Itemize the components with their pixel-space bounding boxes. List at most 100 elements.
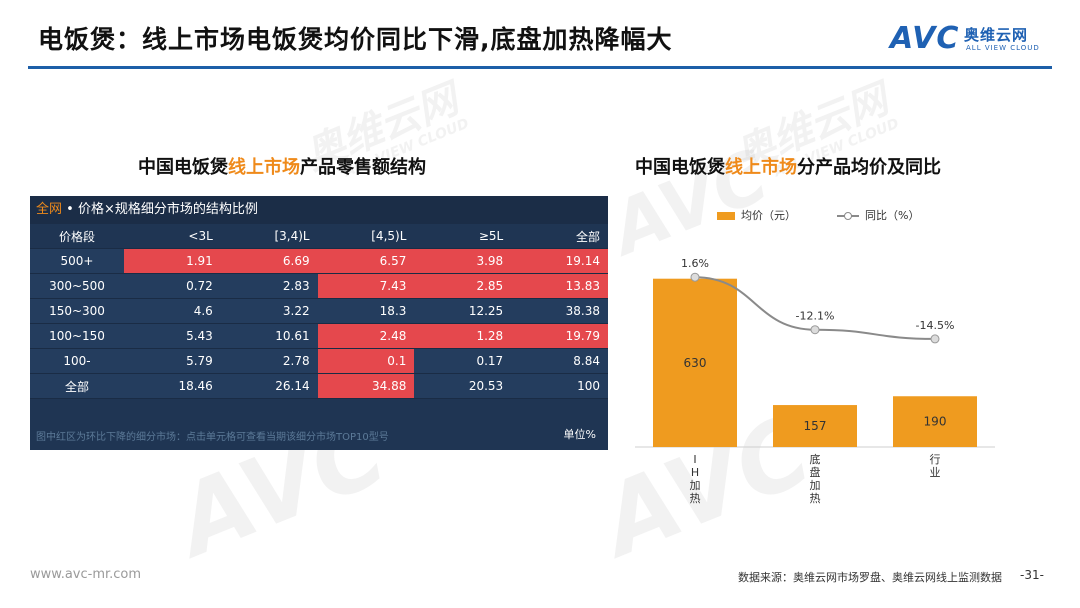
table-unit-label: 单位% [563,428,596,441]
table-panel-caption: • 价格×规格细分市场的结构比例 [66,202,258,217]
yoy-point-2 [930,334,940,344]
table-row: 全部 18.46 26.14 34.88 20.53 100 [30,373,608,399]
left-title-highlight: 线上市场 [228,157,300,178]
legend-bar-swatch [717,212,735,220]
table-cell[interactable]: 0.1 [317,348,415,374]
x-tick-label-char: I [693,453,696,466]
table-row-label: 全部 [30,373,124,399]
yoy-point-1 [810,325,820,335]
right-title-prefix: 中国电饭煲 [635,157,725,178]
bar-1 [773,405,857,447]
table-cell[interactable]: 7.43 [317,273,415,299]
bar-0 [653,278,737,447]
x-tick-label-char: 业 [930,466,941,479]
x-tick-label-char: 行 [930,453,941,466]
brand-logo: AVC 奥维云网 ALL VIEW CLOUD [890,22,1055,58]
table-cell[interactable]: 2.48 [317,323,415,349]
table-cell[interactable]: 18.46 [124,373,221,399]
table-row: 500+ 1.91 6.69 6.57 3.98 19.14 [30,248,608,274]
table-cell[interactable]: 0.17 [414,348,512,374]
table-note: 图中红区为环比下降的细分市场：点击单元格可查看当期该细分市场TOP10型号 [36,432,389,443]
right-title-highlight: 线上市场 [725,157,797,178]
structure-table-panel: 全网 • 价格×规格细分市场的结构比例 价格段 <3L [3,4)L [4,5)… [30,196,608,450]
table-cell[interactable]: 2.85 [414,273,512,299]
yoy-value-label: 1.6% [681,257,709,270]
x-tick-label-char: 盘 [810,465,821,479]
bar-value-label: 157 [804,419,827,433]
table-col-header: 价格段 [30,224,124,249]
table-cell[interactable]: 19.79 [511,323,608,349]
table-cell[interactable]: 1.91 [124,248,221,274]
table-row-label: 150~300 [30,298,124,324]
table-cell[interactable]: 5.79 [124,348,221,374]
structure-table: 价格段 <3L [3,4)L [4,5)L ≥5L 全部 500+ 1.91 6.6… [30,224,608,399]
table-cell[interactable]: 1.28 [414,323,512,349]
logo-en-text: ALL VIEW CLOUD [966,44,1040,52]
footer-source: 数据来源：奥维云网市场罗盘、奥维云网线上监测数据 [738,571,1002,584]
table-cell[interactable]: 20.53 [414,373,512,399]
table-cell[interactable]: 3.98 [414,248,512,274]
bar-2 [893,396,977,447]
left-title-suffix: 产品零售额结构 [300,157,426,178]
left-section-title: 中国电饭煲线上市场产品零售额结构 [138,153,426,179]
page-number: -31- [1020,568,1044,582]
table-cell[interactable]: 18.3 [317,298,415,324]
legend-bar-label: 均价（元） [741,209,796,222]
logo-cn-text: 奥维云网 [964,26,1029,44]
table-cell[interactable]: 100 [511,373,608,399]
legend-line-label: 同比（%） [865,209,920,222]
table-panel-header: 全网 • 价格×规格细分市场的结构比例 [30,196,608,224]
logo-avc-text: AVC [890,21,960,56]
table-row: 100- 5.79 2.78 0.1 0.17 8.84 [30,348,608,374]
table-body: 500+ 1.91 6.69 6.57 3.98 19.14 300~500 0.72 2.83… [30,248,608,399]
table-cell[interactable]: 2.78 [220,348,318,374]
footer-url[interactable]: www.avc-mr.com [30,567,142,582]
table-cell[interactable]: 2.83 [220,273,318,299]
table-col-header: [3,4)L [220,224,318,249]
table-cell[interactable]: 10.61 [220,323,318,349]
yoy-value-label: -14.5% [916,319,955,332]
x-tick-label-char: 热 [810,492,821,505]
x-tick-label-char: 加 [690,479,701,492]
table-row: 150~300 4.6 3.22 18.3 12.25 38.38 [30,298,608,324]
table-row: 100~150 5.43 10.61 2.48 1.28 19.79 [30,323,608,349]
legend-line: 同比（%） [837,207,919,223]
page-title: 电饭煲：线上市场电饭煲均价同比下滑,底盘加热降幅大 [38,25,673,54]
table-cell[interactable]: 38.38 [511,298,608,324]
x-tick-label-char: 底 [810,452,821,466]
table-cell[interactable]: 6.57 [317,248,415,274]
table-row-label: 500+ [30,248,124,274]
table-row: 300~500 0.72 2.83 7.43 2.85 13.83 [30,273,608,299]
table-row-label: 100- [30,348,124,374]
yoy-point-0 [690,272,700,282]
table-scope-label: 全网 [36,202,63,217]
x-tick-label-char: H [691,466,699,479]
table-row-label: 300~500 [30,273,124,299]
table-cell[interactable]: 12.25 [414,298,512,324]
table-cell[interactable]: 13.83 [511,273,608,299]
bar-value-label: 630 [684,356,707,370]
table-cell[interactable]: 6.69 [220,248,318,274]
right-section-title: 中国电饭煲线上市场分产品均价及同比 [635,153,941,179]
table-cell[interactable]: 0.72 [124,273,221,299]
table-col-header: <3L [124,224,221,249]
legend-bar: 均价（元） [717,207,796,223]
table-cell[interactable]: 19.14 [511,248,608,274]
table-cell[interactable]: 34.88 [317,373,415,399]
right-title-suffix: 分产品均价及同比 [797,157,941,178]
table-header-row: 价格段 <3L [3,4)L [4,5)L ≥5L 全部 [30,224,608,249]
legend-line-swatch [837,212,859,220]
table-cell[interactable]: 4.6 [124,298,221,324]
x-tick-label-char: 加 [810,479,821,492]
table-cell[interactable]: 8.84 [511,348,608,374]
table-col-header: [4,5)L [317,224,415,249]
yoy-value-label: -12.1% [796,310,835,323]
header-divider [28,66,1052,69]
bar-value-label: 190 [924,415,947,429]
table-cell[interactable]: 3.22 [220,298,318,324]
x-tick-label-char: 热 [690,492,701,505]
table-cell[interactable]: 5.43 [124,323,221,349]
table-col-header: ≥5L [414,224,512,249]
table-cell[interactable]: 26.14 [220,373,318,399]
